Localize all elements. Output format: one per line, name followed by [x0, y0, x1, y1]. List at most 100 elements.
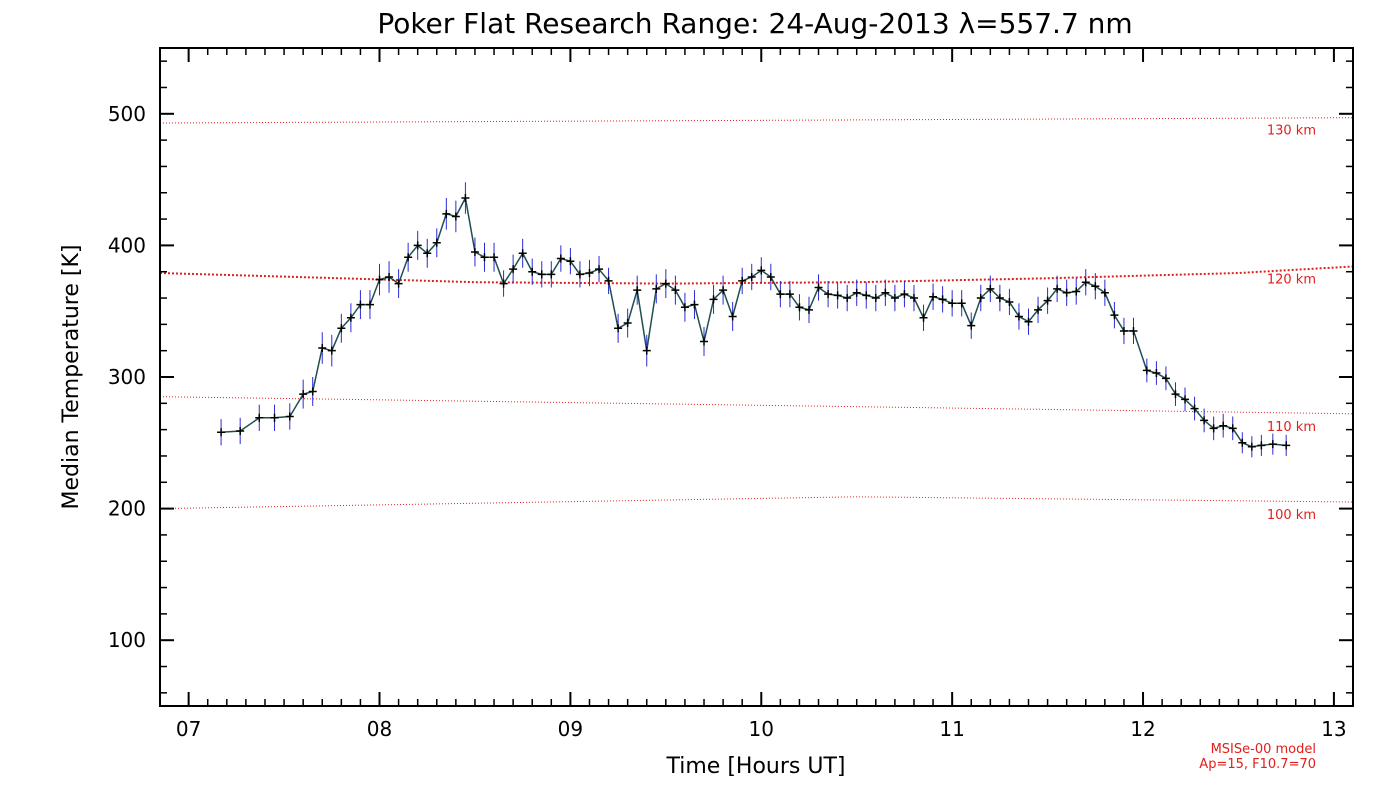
- data-point: [633, 286, 642, 295]
- data-point: [776, 290, 785, 299]
- temperature-series: [217, 182, 1291, 458]
- data-point: [967, 321, 976, 330]
- data-point: [1161, 374, 1170, 383]
- data-point: [795, 303, 804, 312]
- data-point: [1081, 278, 1090, 287]
- x-tick-label: 10: [749, 717, 774, 741]
- data-point: [1247, 442, 1256, 451]
- data-point: [1043, 296, 1052, 305]
- chart-title: Poker Flat Research Range: 24-Aug-2013 λ…: [377, 7, 1132, 40]
- data-point: [337, 324, 346, 333]
- data-point: [385, 272, 394, 281]
- data-point: [470, 247, 479, 256]
- data-point: [881, 288, 890, 297]
- data-point: [623, 319, 632, 328]
- x-tick-label: 12: [1130, 717, 1155, 741]
- data-point: [909, 294, 918, 303]
- data-point: [556, 254, 565, 263]
- model-lines: 130 km 120 km 110 km 100 km: [159, 117, 1354, 523]
- data-point: [1152, 369, 1161, 378]
- data-point: [757, 266, 766, 275]
- data-point: [518, 249, 527, 258]
- data-point: [442, 209, 451, 218]
- x-tick-label: 11: [939, 717, 964, 741]
- data-point: [327, 346, 336, 355]
- data-point: [1142, 366, 1151, 375]
- data-point: [255, 413, 264, 422]
- data-point: [728, 312, 737, 321]
- data-point: [642, 346, 651, 355]
- data-point: [1053, 284, 1062, 293]
- data-point: [957, 299, 966, 308]
- data-point: [1034, 305, 1043, 314]
- model-line-1: [159, 265, 1354, 285]
- data-point: [270, 413, 279, 422]
- x-tick-label: 09: [558, 717, 583, 741]
- model-line-label-0: 130 km: [1267, 124, 1316, 139]
- data-point: [766, 272, 775, 281]
- data-point: [680, 303, 689, 312]
- data-point: [318, 344, 327, 353]
- data-point: [948, 299, 957, 308]
- data-point: [690, 300, 699, 309]
- data-point: [843, 294, 852, 303]
- data-point: [890, 294, 899, 303]
- axis-ticks: 07 08 09 10 11 12 13 100 200 300 400 500: [108, 48, 1353, 741]
- data-point: [461, 194, 470, 203]
- data-point: [1181, 395, 1190, 404]
- series-line: [221, 195, 1287, 448]
- model-line-0: [159, 117, 1354, 124]
- data-point: [938, 295, 947, 304]
- data-point: [547, 270, 556, 279]
- data-point: [614, 324, 623, 333]
- model-line-3: [159, 496, 1354, 510]
- model-line-2: [159, 396, 1354, 415]
- data-point: [595, 265, 604, 274]
- data-point: [346, 313, 355, 322]
- model-line-label-3: 100 km: [1267, 508, 1316, 523]
- data-point: [1238, 438, 1247, 447]
- data-point: [575, 270, 584, 279]
- y-tick-label: 100: [108, 628, 146, 652]
- data-point: [1014, 312, 1023, 321]
- data-point: [1062, 288, 1071, 297]
- data-point: [1228, 424, 1237, 433]
- y-tick-label: 500: [108, 102, 146, 126]
- x-tick-label: 07: [176, 717, 201, 741]
- data-point: [747, 272, 756, 281]
- data-point: [976, 294, 985, 303]
- data-point: [499, 279, 508, 288]
- data-point: [1072, 287, 1081, 296]
- data-point: [871, 294, 880, 303]
- data-point: [652, 284, 661, 293]
- data-point: [413, 241, 422, 250]
- x-axis-label: Time [Hours UT]: [666, 754, 846, 779]
- data-point: [490, 253, 499, 262]
- plot-frame: [159, 47, 1354, 707]
- data-point: [1091, 282, 1100, 291]
- data-point: [1171, 390, 1180, 399]
- x-tick-label: 13: [1321, 717, 1346, 741]
- data-point: [299, 390, 308, 399]
- data-point: [308, 387, 317, 396]
- data-point: [661, 279, 670, 288]
- y-axis-label: Median Temperature [K]: [59, 245, 84, 510]
- data-point: [719, 286, 728, 295]
- data-point: [236, 426, 245, 435]
- data-point: [365, 300, 374, 309]
- data-point: [738, 276, 747, 285]
- data-point: [1190, 404, 1199, 413]
- data-point: [566, 257, 575, 266]
- data-point: [1005, 297, 1014, 306]
- model-line-label-1: 120 km: [1267, 273, 1316, 288]
- data-point: [1257, 441, 1266, 450]
- data-point: [929, 292, 938, 301]
- data-point: [604, 276, 613, 285]
- data-point: [671, 286, 680, 295]
- data-point: [919, 313, 928, 322]
- data-point: [394, 279, 403, 288]
- data-point: [700, 337, 709, 346]
- data-point: [404, 253, 413, 262]
- data-point: [1100, 288, 1109, 297]
